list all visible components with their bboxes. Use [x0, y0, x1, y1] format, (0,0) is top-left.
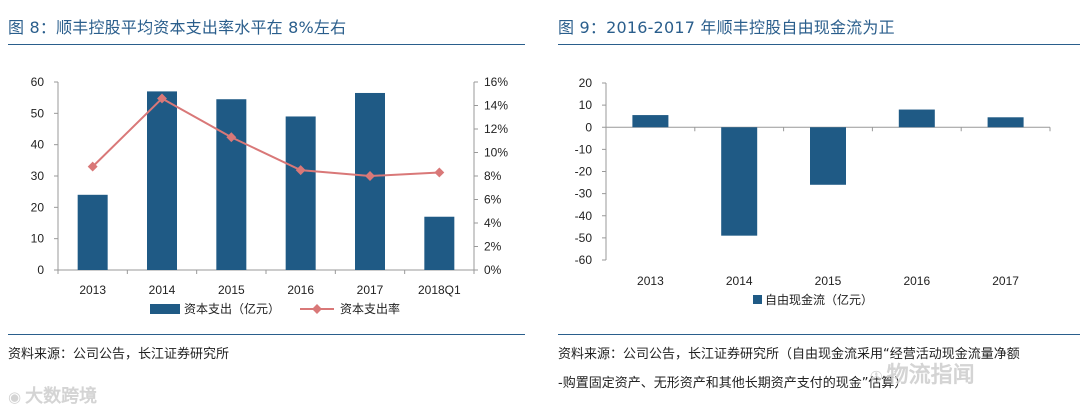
y-tick-label: -10: [575, 142, 593, 156]
y-right-tick-label: 10%: [484, 146, 508, 160]
y-right-tick-label: 0%: [484, 263, 502, 277]
fcf-bar: [810, 127, 846, 185]
y-tick-label: -40: [575, 209, 593, 223]
y-left-tick-label: 0: [37, 263, 44, 277]
free-cash-flow-chart: 20 10 0 -10 -20 -30 -40 -50 -60 2013 2014 2015 2016 2…: [575, 76, 1051, 307]
y-right-tick-label: 14%: [484, 99, 508, 113]
capex-rate-point: [157, 93, 167, 104]
x-tick-label: 2018Q1: [418, 283, 461, 297]
x-tick-label: 2013: [79, 283, 106, 297]
capex-rate-point: [87, 161, 98, 172]
y-right-tick-label: 16%: [484, 75, 508, 89]
y-right-tick-label: 8%: [484, 169, 502, 183]
capex-bar: [355, 92, 385, 270]
capex-rate-point: [295, 165, 306, 176]
right-chart-source-line2: -购置固定资产、无形资产和其他长期资产支付的现金”估算）: [558, 376, 908, 391]
wechat-icon: ✇: [870, 368, 883, 386]
y-right-tick-label: 2%: [484, 240, 502, 254]
y-left-tick-label: 50: [31, 106, 45, 120]
left-chart-panel: 图 8：顺丰控股平均资本支出率水平在 8%左右 0 10 20 30 40 50 60 0% 2…: [0, 0, 525, 414]
legend-swatch-fcf: [753, 295, 762, 304]
watermark-right-text: 物流指闻: [886, 363, 975, 388]
y-tick-label: -20: [575, 165, 593, 179]
y-right-tick-label: 6%: [484, 193, 502, 207]
capex-chart: 0 10 20 30 40 50 60 0% 2% 4% 6% 8% 10% 12% 14% 16% 2013 2…: [31, 75, 509, 316]
watermark-right: ✇ 物流指闻: [870, 357, 975, 389]
y-left-tick-label: 20: [31, 200, 45, 214]
right-source-rule: [558, 334, 1080, 335]
left-title-rule: [8, 44, 525, 45]
x-tick-label: 2016: [287, 283, 314, 297]
y-right-tick-label: 4%: [484, 216, 502, 230]
capex-rate-point: [365, 171, 375, 181]
fcf-bar: [987, 117, 1024, 128]
y-tick-label: -60: [575, 253, 593, 267]
legend-label-rate: 资本支出率: [340, 301, 400, 316]
y-left-tick-label: 10: [31, 232, 45, 246]
y-tick-label: -30: [575, 187, 593, 201]
x-tick-label: 2015: [815, 274, 842, 288]
right-chart-source-line1: 资料来源：公司公告，长江证券研究所（自由现金流采用“经营活动现金流量净额: [558, 347, 1020, 362]
x-tick-label: 2013: [637, 274, 664, 288]
x-tick-label: 2016: [903, 274, 930, 288]
fcf-bar: [721, 127, 758, 236]
capex-bar: [424, 216, 455, 270]
capex-bar: [216, 99, 247, 270]
y-tick-label: 10: [579, 98, 593, 112]
fcf-bar: [898, 109, 935, 128]
y-tick-label: -50: [575, 231, 593, 245]
y-right-tick-label: 12%: [484, 122, 508, 136]
watermark-left: ◉ 大数跨境: [8, 382, 97, 408]
x-tick-label: 2017: [992, 274, 1019, 288]
y-left-tick-label: 60: [31, 75, 45, 89]
x-tick-label: 2014: [726, 274, 753, 288]
capex-rate-point: [226, 132, 237, 143]
legend-swatch-rate-marker: [312, 304, 322, 314]
left-chart-title: 图 8：顺丰控股平均资本支出率水平在 8%左右: [8, 18, 347, 37]
x-tick-label: 2014: [149, 283, 176, 297]
right-title-rule: [558, 44, 1080, 45]
capex-rate-point: [434, 167, 445, 178]
x-tick-label: 2017: [357, 283, 384, 297]
fcf-bar: [632, 115, 669, 128]
legend-label-capex: 资本支出（亿元）: [184, 301, 280, 316]
right-chart-panel: 图 9：2016-2017 年顺丰控股自由现金流为正 20 10 0 -10 -20 -3…: [550, 0, 1080, 414]
y-left-tick-label: 40: [31, 138, 45, 152]
y-left-tick-label: 30: [31, 169, 45, 183]
weibo-icon: ◉: [8, 388, 22, 406]
y-tick-label: 0: [585, 120, 592, 134]
watermark-left-text: 大数跨境: [25, 386, 98, 407]
x-tick-label: 2015: [218, 283, 245, 297]
capex-rate-line: [91, 97, 440, 178]
left-chart-source: 资料来源：公司公告，长江证券研究所: [8, 347, 230, 362]
legend-label-fcf: 自由现金流（亿元）: [765, 292, 873, 307]
legend-swatch-capex: [150, 304, 180, 314]
capex-bar: [285, 116, 316, 270]
y-tick-label: 20: [579, 76, 593, 90]
left-source-rule: [8, 334, 525, 335]
capex-bar: [147, 91, 177, 271]
capex-bar: [77, 194, 108, 270]
right-chart-title: 图 9：2016-2017 年顺丰控股自由现金流为正: [558, 18, 895, 37]
